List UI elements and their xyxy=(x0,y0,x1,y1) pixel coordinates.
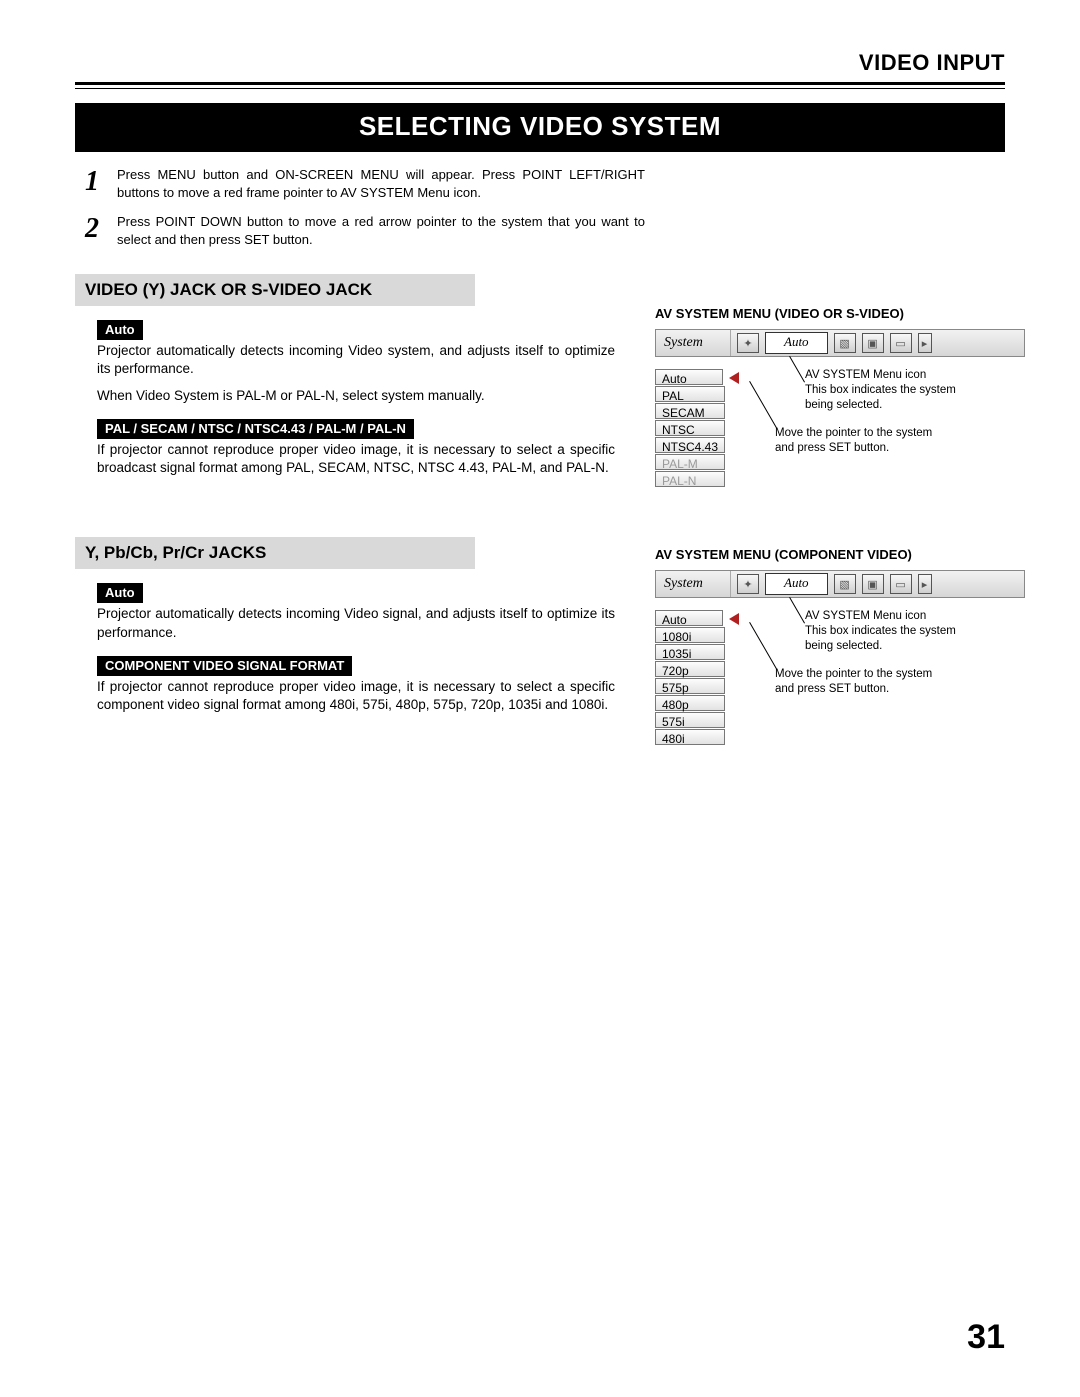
auto-pill-a: Auto xyxy=(97,320,143,340)
formats-pill-b: COMPONENT VIDEO SIGNAL FORMAT xyxy=(97,656,352,676)
menu-a-item[interactable]: PAL-M xyxy=(655,454,725,470)
menu-a-annot-top: AV SYSTEM Menu icon This box indicates t… xyxy=(805,368,975,413)
menu-b-item[interactable]: Auto xyxy=(655,610,723,626)
annot-line xyxy=(789,356,805,382)
menu-a-value-box[interactable]: Auto xyxy=(765,332,828,354)
menu-a-list: Auto PAL SECAM NTSC NTSC4.43 PAL-M PAL-N xyxy=(655,369,739,487)
formats-pill-a: PAL / SECAM / NTSC / NTSC4.43 / PAL-M / … xyxy=(97,419,414,439)
annot-line xyxy=(789,597,805,623)
step-1: 1 Press MENU button and ON-SCREEN MENU w… xyxy=(85,166,645,201)
steps-list: 1 Press MENU button and ON-SCREEN MENU w… xyxy=(85,166,1005,248)
menu-a-item[interactable]: PAL-N xyxy=(655,471,725,487)
menu-icon-1[interactable]: ▧ xyxy=(834,574,856,594)
auto-text-a1: Projector automatically detects incoming… xyxy=(97,342,615,378)
step-text: Press POINT DOWN button to move a red ar… xyxy=(117,213,645,248)
menu-icon-3[interactable]: ▭ xyxy=(890,574,912,594)
menu-a-annot-bottom: Move the pointer to the system and press… xyxy=(775,426,945,456)
annot-line xyxy=(749,622,777,670)
red-pointer-icon xyxy=(729,613,739,625)
menu-a-item[interactable]: PAL xyxy=(655,386,725,402)
section-a-title: VIDEO (Y) JACK OR S-VIDEO JACK xyxy=(75,274,475,306)
page: VIDEO INPUT SELECTING VIDEO SYSTEM 1 Pre… xyxy=(0,0,1080,1397)
menu-b-item[interactable]: 575i xyxy=(655,712,725,728)
menu-b-heading: AV SYSTEM MENU (COMPONENT VIDEO) xyxy=(655,547,1025,562)
step-number: 2 xyxy=(85,213,117,243)
menu-b-item[interactable]: 1035i xyxy=(655,644,725,660)
header: VIDEO INPUT xyxy=(75,50,1005,76)
menu-b-bar-label: System xyxy=(660,571,731,597)
av-system-icon[interactable]: ✦ xyxy=(737,333,759,353)
step-text: Press MENU button and ON-SCREEN MENU wil… xyxy=(117,166,645,201)
menu-a-bar-label: System xyxy=(660,330,731,356)
menu-b-annot-bottom: Move the pointer to the system and press… xyxy=(775,667,945,697)
left-column: VIDEO (Y) JACK OR S-VIDEO JACK Auto Proj… xyxy=(75,260,615,775)
menu-b-item[interactable]: 480p xyxy=(655,695,725,711)
menu-icon-4[interactable]: ▸ xyxy=(918,333,932,353)
section-b-title: Y, Pb/Cb, Pr/Cr JACKS xyxy=(75,537,475,569)
page-number: 31 xyxy=(967,1318,1005,1357)
red-pointer-icon xyxy=(729,372,739,384)
auto-text-b: Projector automatically detects incoming… xyxy=(97,605,615,641)
menu-a-item[interactable]: SECAM xyxy=(655,403,725,419)
menu-b-annot-top: AV SYSTEM Menu icon This box indicates t… xyxy=(805,609,975,654)
menu-a-heading: AV SYSTEM MENU (VIDEO OR S-VIDEO) xyxy=(655,306,1025,321)
menu-a-item[interactable]: NTSC xyxy=(655,420,725,436)
menu-b-item[interactable]: 720p xyxy=(655,661,725,677)
formats-text-b: If projector cannot reproduce proper vid… xyxy=(97,678,615,714)
auto-text-a2: When Video System is PAL-M or PAL-N, sel… xyxy=(97,387,615,405)
header-rule xyxy=(75,82,1005,89)
right-column: AV SYSTEM MENU (VIDEO OR S-VIDEO) System… xyxy=(655,260,1025,775)
menu-b-list: Auto 1080i 1035i 720p 575p 480p 575i 480… xyxy=(655,610,739,745)
step-2: 2 Press POINT DOWN button to move a red … xyxy=(85,213,645,248)
av-menu-b: AV SYSTEM MENU (COMPONENT VIDEO) System … xyxy=(655,547,1025,745)
menu-b-item[interactable]: 575p xyxy=(655,678,725,694)
menu-a-bar: System ✦ Auto ▧ ▣ ▭ ▸ xyxy=(655,329,1025,357)
auto-pill-b: Auto xyxy=(97,583,143,603)
menu-icon-4[interactable]: ▸ xyxy=(918,574,932,594)
step-number: 1 xyxy=(85,166,117,196)
main-banner: SELECTING VIDEO SYSTEM xyxy=(75,103,1005,152)
formats-text-a: If projector cannot reproduce proper vid… xyxy=(97,441,615,477)
menu-icon-3[interactable]: ▭ xyxy=(890,333,912,353)
two-column-layout: VIDEO (Y) JACK OR S-VIDEO JACK Auto Proj… xyxy=(75,260,1005,775)
header-section-title: VIDEO INPUT xyxy=(859,50,1005,75)
menu-a-item[interactable]: Auto xyxy=(655,369,723,385)
av-menu-a: AV SYSTEM MENU (VIDEO OR S-VIDEO) System… xyxy=(655,306,1025,487)
menu-b-bar: System ✦ Auto ▧ ▣ ▭ ▸ xyxy=(655,570,1025,598)
menu-a-item[interactable]: NTSC4.43 xyxy=(655,437,725,453)
menu-b-item[interactable]: 480i xyxy=(655,729,725,745)
av-system-icon[interactable]: ✦ xyxy=(737,574,759,594)
annot-line xyxy=(749,381,777,429)
menu-icon-2[interactable]: ▣ xyxy=(862,574,884,594)
menu-icon-1[interactable]: ▧ xyxy=(834,333,856,353)
menu-b-value-box[interactable]: Auto xyxy=(765,573,828,595)
menu-b-item[interactable]: 1080i xyxy=(655,627,725,643)
menu-icon-2[interactable]: ▣ xyxy=(862,333,884,353)
